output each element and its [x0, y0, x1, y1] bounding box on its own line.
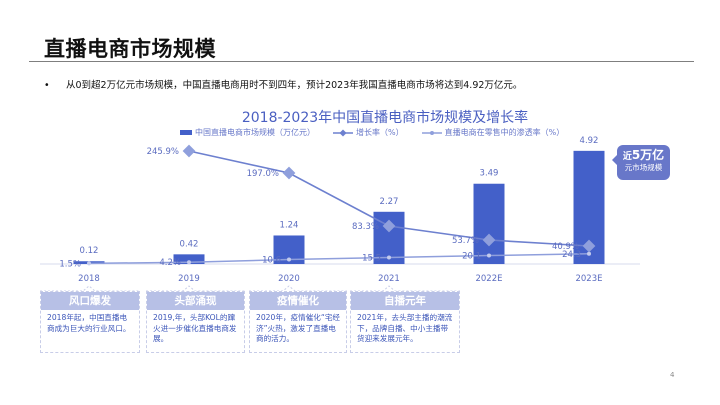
callout-badge: 近5万亿 元市场规模: [612, 145, 670, 180]
callout-line2: 元市场规模: [624, 162, 663, 172]
callout-highlight: 5万亿: [631, 148, 665, 162]
summary-bullet: • 从0到超2万亿元市场规模，中国直播电商用时不到四年，预计2023年我国直播电商…: [44, 77, 522, 91]
penetration-marker: [287, 257, 291, 262]
bullet-marker: •: [44, 80, 50, 91]
chart-legend: 中国直播电商市场规模（万亿元） 增长率（%） 直播电商在零售中的渗透率（%）: [180, 127, 564, 138]
penetration-label: 4.2%: [159, 258, 181, 268]
x-tick-label: 2023E: [575, 274, 602, 284]
bar-swatch-icon: [180, 130, 192, 135]
bar-2022E: [473, 183, 505, 264]
legend-label: 直播电商在零售中的渗透率（%）: [444, 128, 565, 137]
legend-item-penetration: 直播电商在零售中的渗透率（%）: [421, 127, 565, 138]
timeline-card-2021: 自播元年 2021年，去头部主播的潮流下，品牌自播、中小主播带货迎来发展元年。: [350, 291, 460, 353]
penetration-label: 24.3: [562, 250, 581, 260]
chart-title: 2018-2023年中国直播电商市场规模及增长率: [241, 110, 529, 126]
growth-label: 245.9%: [147, 147, 179, 157]
penetration-label: 1.5%: [59, 259, 81, 269]
x-tick-label: 2020: [278, 274, 300, 284]
growth-marker: [382, 219, 396, 233]
growth-label: 83.3%: [352, 222, 379, 232]
penetration-label: 10.6: [262, 256, 281, 266]
legend-item-growth: 增长率（%）: [333, 127, 404, 138]
page-title: 直播电商市场规模: [44, 37, 216, 61]
card-title: 自播元年: [351, 292, 459, 310]
callout-prefix: 近: [622, 152, 632, 162]
growth-marker: [282, 166, 296, 180]
penetration-line: [88, 253, 590, 265]
card-text: 2021年，去头部主播的潮流下，品牌自播、中小主播带货迎来发展元年。: [357, 313, 453, 343]
x-tick-label: 2022E: [475, 274, 502, 284]
growth-marker: [482, 233, 496, 247]
title-divider: [29, 61, 694, 62]
penetration-marker: [487, 253, 491, 258]
timeline-card-2018: 风口爆发 2018年起，中国直播电商成为巨大的行业风口。: [40, 291, 140, 353]
penetration-marker: [87, 261, 91, 266]
x-tick-label: 2021: [378, 274, 400, 284]
bar-2019: [173, 254, 205, 264]
bar-value-label: 1.24: [280, 220, 299, 230]
bar-value-label: 3.49: [480, 169, 499, 179]
card-text: 2019,年，头部KOL的蹿火进一步催化直播电商发展。: [153, 313, 237, 343]
timeline-connector: [249, 285, 347, 292]
card-title: 疫情催化: [250, 292, 346, 310]
growth-label: 53.7%: [452, 236, 479, 246]
timeline-card-2019: 头部涌现 2019,年，头部KOL的蹿火进一步催化直播电商发展。: [146, 291, 245, 353]
timeline-card-2020: 疫情催化 2020年，疫情催化“宅经济”火热，激发了直播电商的活力。: [249, 291, 347, 353]
growth-label: 40.9%: [552, 242, 579, 252]
summary-text: 从0到超2万亿元市场规模，中国直播电商用时不到四年，预计2023年我国直播电商市…: [66, 80, 523, 91]
penetration-marker: [587, 251, 591, 256]
growth-marker: [182, 144, 196, 158]
x-tick-label: 2018: [78, 274, 100, 284]
card-text: 2020年，疫情催化“宅经济”火热，激发了直播电商的活力。: [256, 313, 341, 343]
penetration-marker: [387, 255, 391, 260]
bar-value-label: 4.92: [580, 136, 599, 146]
penetration-marker: [187, 260, 191, 265]
growth-label: 197.0%: [247, 169, 279, 179]
penetration-label: 20.1: [462, 252, 481, 262]
bar-value-label: 0.42: [180, 239, 199, 249]
line-circle-swatch-icon: [421, 130, 442, 135]
legend-label: 增长率（%）: [356, 128, 404, 137]
card-text: 2018年起，中国直播电商成为巨大的行业风口。: [47, 313, 131, 333]
card-title: 风口爆发: [41, 292, 139, 310]
bar-value-label: 0.12: [80, 246, 99, 256]
card-title: 头部涌现: [147, 292, 244, 310]
x-tick-label: 2019: [178, 274, 200, 284]
penetration-label: 15.5: [362, 253, 381, 263]
page-number: 4: [670, 371, 675, 379]
bar-value-label: 2.27: [380, 197, 399, 207]
line-diamond-swatch-icon: [333, 128, 353, 137]
legend-label: 中国直播电商市场规模（万亿元）: [195, 128, 315, 137]
legend-item-market-size: 中国直播电商市场规模（万亿元）: [180, 127, 315, 138]
